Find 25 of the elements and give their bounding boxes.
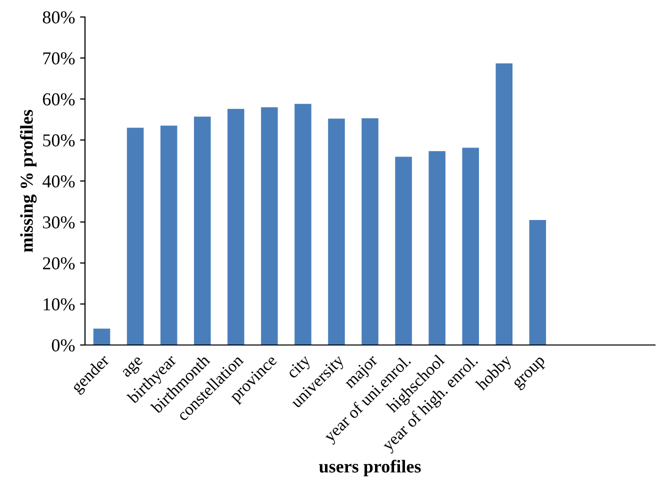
bar xyxy=(261,107,278,345)
y-tick-label: 50% xyxy=(43,134,75,146)
bar xyxy=(462,148,479,345)
y-tick-label: 70% xyxy=(43,52,75,64)
bar xyxy=(194,116,211,345)
y-tick-label: 30% xyxy=(43,216,75,228)
y-tick-label: 20% xyxy=(42,257,75,270)
bar xyxy=(126,128,144,345)
bar xyxy=(160,126,178,345)
y-tick-label: 80% xyxy=(42,11,75,24)
bar xyxy=(328,118,345,345)
bar xyxy=(529,220,546,345)
bar xyxy=(496,63,512,345)
y-axis-title: missing % profiles xyxy=(20,110,37,252)
bar xyxy=(294,104,312,345)
bar xyxy=(428,151,446,345)
bar xyxy=(395,156,412,345)
y-tick-label: 60% xyxy=(42,93,75,106)
y-tick-label: 0% xyxy=(52,339,75,352)
bar xyxy=(362,118,378,345)
x-axis-title: users profiles xyxy=(319,460,421,476)
bar xyxy=(228,108,244,345)
y-tick-label: 10% xyxy=(44,298,75,310)
bar xyxy=(93,328,110,345)
y-tick-label: 40% xyxy=(42,175,75,188)
